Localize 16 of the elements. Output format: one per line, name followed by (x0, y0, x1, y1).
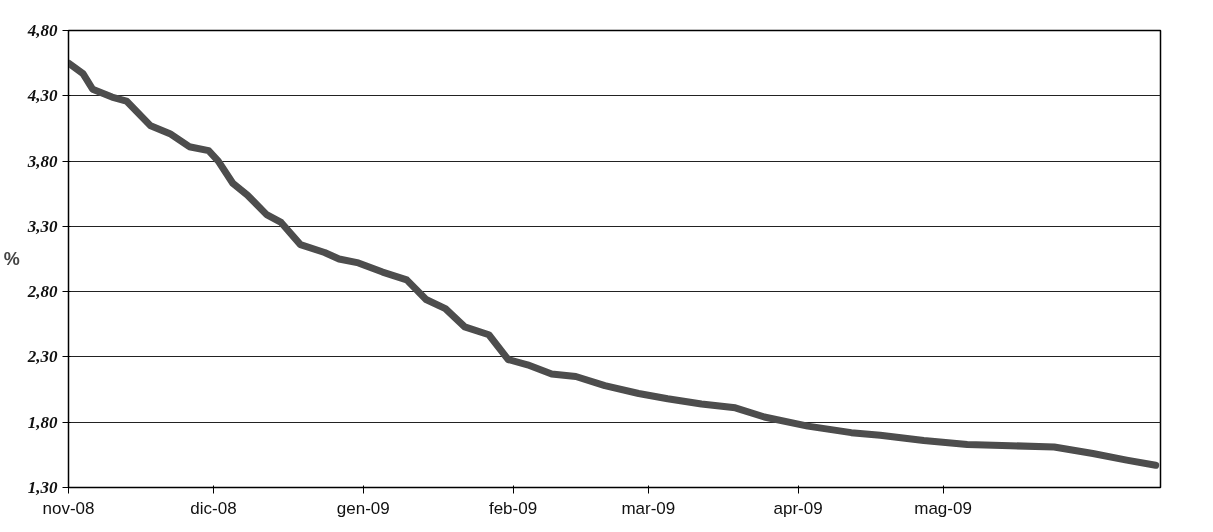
y-tick-label: 3,80 (26, 151, 58, 171)
x-tick-label: nov-08 (42, 498, 95, 518)
y-tick-label: 4,30 (26, 86, 58, 106)
x-tick-label: mag-09 (914, 498, 972, 518)
x-tick-label: mar-09 (621, 498, 676, 518)
y-tick-label: 1,30 (27, 478, 58, 497)
y-tick-label: 2,80 (26, 282, 58, 302)
y-tick-label: 4,80 (26, 21, 58, 40)
y-axis-title: % (3, 249, 20, 269)
y-tick-label: 3,30 (26, 216, 58, 236)
x-tick-label: gen-09 (336, 498, 390, 518)
y-tick-label: 2,30 (26, 347, 58, 367)
x-tick-label: dic-08 (190, 498, 237, 518)
x-tick-label: apr-09 (773, 498, 823, 518)
x-tick-label: feb-09 (488, 498, 538, 518)
y-tick-label: 1,80 (27, 412, 58, 432)
